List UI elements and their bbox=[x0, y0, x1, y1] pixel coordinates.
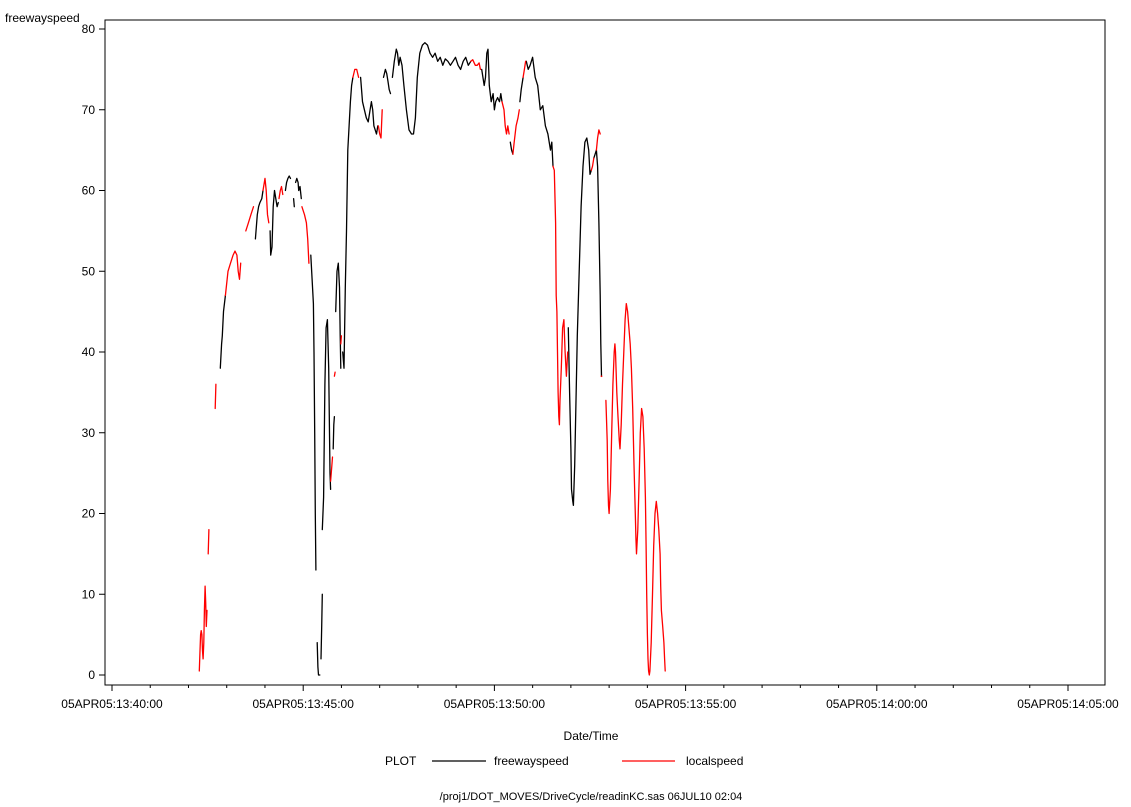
series-localspeed-segment bbox=[278, 185, 284, 200]
series-localspeed-segment bbox=[329, 456, 334, 482]
legend-label-freewayspeed: freewayspeed bbox=[494, 754, 569, 768]
series-freewayspeed-segment bbox=[294, 177, 302, 200]
series-localspeed-segment bbox=[262, 177, 270, 224]
series-localspeed-point bbox=[600, 375, 603, 378]
y-tick-label: 70 bbox=[82, 103, 96, 117]
y-tick-label: 0 bbox=[88, 668, 95, 682]
y-axis-title: freewayspeed bbox=[5, 11, 80, 25]
series-localspeed-segment bbox=[333, 371, 336, 377]
series-localspeed-segment bbox=[512, 109, 520, 155]
series-localspeed-segment bbox=[214, 383, 217, 410]
series-freewayspeed-segment bbox=[269, 189, 279, 256]
series-freewayspeed-segment bbox=[481, 48, 503, 111]
series-localspeed-segment bbox=[352, 68, 360, 79]
y-tick-label: 60 bbox=[82, 184, 96, 198]
series-localspeed-segment bbox=[207, 528, 210, 555]
y-tick-label: 40 bbox=[82, 345, 96, 359]
series-freewayspeed-segment bbox=[310, 254, 317, 571]
series-freewayspeed-segment bbox=[593, 149, 603, 377]
series-layer bbox=[198, 42, 666, 676]
y-tick-label: 20 bbox=[82, 507, 96, 521]
series-freewayspeed-segment bbox=[382, 68, 392, 95]
x-tick-label: 05APR05:13:50:00 bbox=[444, 697, 546, 711]
series-freewayspeed-segment bbox=[342, 76, 354, 369]
series-localspeed-segment bbox=[198, 585, 208, 672]
y-tick-label: 80 bbox=[82, 22, 96, 36]
series-freewayspeed-segment bbox=[519, 76, 524, 103]
y-tick-label: 10 bbox=[82, 587, 96, 601]
x-tick-label: 05APR05:14:05:00 bbox=[1017, 697, 1119, 711]
y-tick-label: 50 bbox=[82, 264, 96, 278]
x-tick-label: 05APR05:14:00:00 bbox=[826, 697, 928, 711]
legend-title: PLOT bbox=[385, 754, 417, 768]
legend-label-localspeed: localspeed bbox=[686, 754, 743, 768]
x-axis: 05APR05:13:40:00 05APR05:13:45:00 05APR05:… bbox=[61, 685, 1119, 711]
series-localspeed-segment bbox=[552, 165, 569, 426]
series-freewayspeed-segment bbox=[219, 294, 227, 369]
y-tick-label: 30 bbox=[82, 426, 96, 440]
x-tick-label: 05APR05:13:55:00 bbox=[635, 697, 737, 711]
series-freewayspeed-segment bbox=[359, 76, 379, 135]
series-localspeed-segment bbox=[377, 109, 383, 139]
series-freewayspeed-segment bbox=[391, 42, 472, 135]
series-localspeed-segment bbox=[605, 302, 666, 676]
series-freewayspeed-segment bbox=[567, 137, 592, 507]
series-localspeed-segment bbox=[224, 250, 242, 297]
x-axis-title: Date/Time bbox=[564, 729, 619, 743]
series-freewayspeed-segment bbox=[316, 642, 321, 676]
series-freewayspeed-segment bbox=[320, 593, 323, 660]
series-localspeed-segment bbox=[501, 101, 510, 135]
series-freewayspeed-segment bbox=[321, 319, 332, 531]
series-freewayspeed-segment bbox=[254, 189, 264, 240]
x-tick-label: 05APR05:13:45:00 bbox=[252, 697, 354, 711]
series-freewayspeed-segment bbox=[332, 415, 336, 450]
series-localspeed-segment bbox=[522, 60, 527, 79]
series-localspeed-segment bbox=[245, 206, 255, 232]
series-localspeed-segment bbox=[595, 129, 601, 151]
x-tick-label: 05APR05:13:40:00 bbox=[61, 697, 163, 711]
series-freewayspeed-segment bbox=[525, 56, 554, 167]
y-axis: 0 10 20 30 40 50 60 70 80 bbox=[82, 22, 105, 682]
series-localspeed-segment bbox=[301, 206, 310, 264]
series-localspeed-segment bbox=[590, 157, 595, 171]
footer-path: /proj1/DOT_MOVES/DriveCycle/readinKC.sas… bbox=[440, 791, 743, 803]
series-freewayspeed-segment bbox=[292, 197, 295, 208]
plot-frame bbox=[104, 19, 1106, 686]
series-localspeed-segment bbox=[470, 59, 482, 71]
legend: PLOT freewayspeed localspeed bbox=[385, 754, 743, 768]
series-freewayspeed-segment bbox=[335, 262, 342, 369]
series-localspeed-segment bbox=[340, 335, 343, 345]
series-freewayspeed-segment bbox=[284, 175, 292, 192]
